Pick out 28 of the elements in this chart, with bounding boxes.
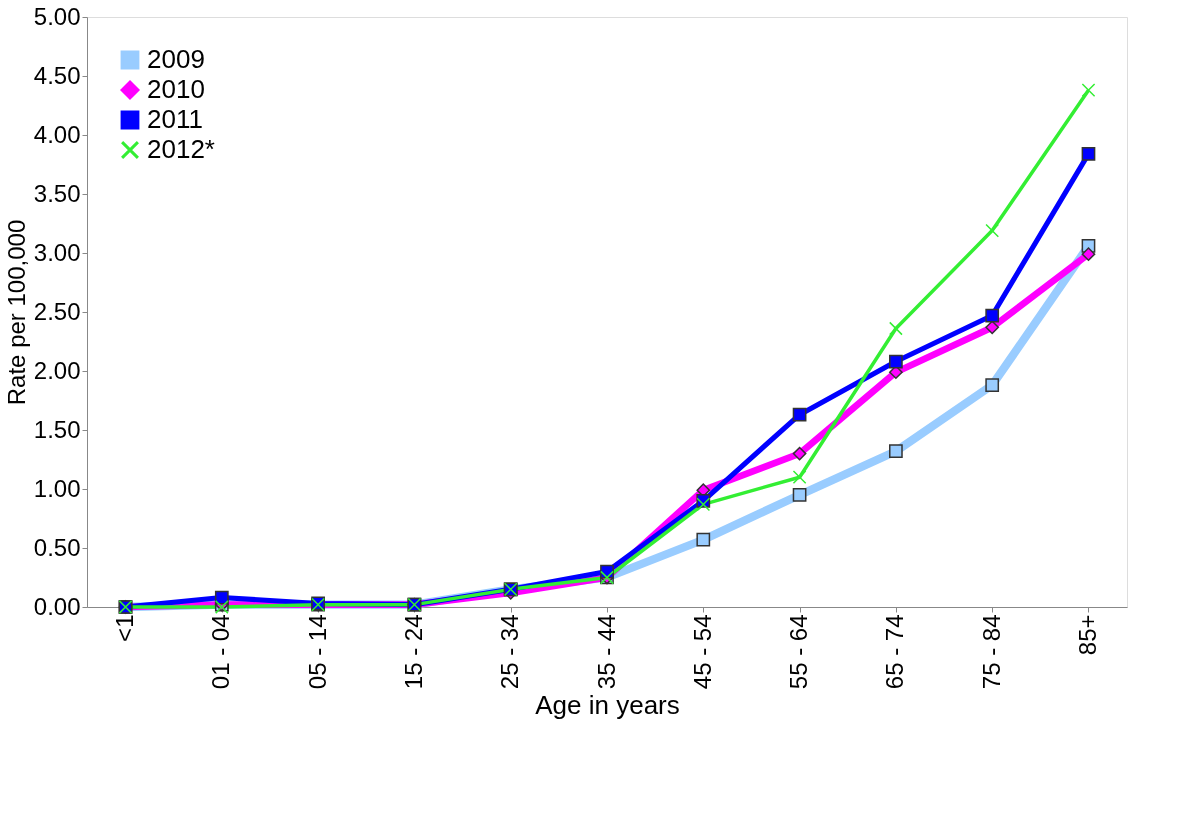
x-tick-label: 05 - 14 bbox=[303, 614, 331, 690]
y-tick-label: 3.00 bbox=[33, 238, 81, 266]
y-axis-title: Rate per 100,000 bbox=[2, 219, 30, 406]
x-tick-label: 85+ bbox=[1073, 614, 1101, 656]
legend-label: 2009 bbox=[147, 44, 205, 74]
y-tick-label: 4.50 bbox=[33, 61, 81, 89]
y-tick-label: 0.00 bbox=[33, 592, 81, 620]
x-axis-title: Age in years bbox=[535, 690, 680, 721]
y-tick-label: 1.50 bbox=[33, 415, 81, 443]
x-tick-label: 01 - 04 bbox=[207, 614, 235, 690]
y-tick-label: 2.50 bbox=[33, 297, 81, 325]
x-tick-label: <1 bbox=[111, 614, 139, 642]
x-tick-label: 35 - 44 bbox=[592, 614, 620, 690]
x-tick-label: 15 - 24 bbox=[399, 614, 427, 690]
y-tick-label: 3.50 bbox=[33, 179, 81, 207]
x-tick-label: 55 - 64 bbox=[785, 614, 813, 690]
legend-label: 2012* bbox=[147, 134, 215, 164]
x-tick-label: 65 - 74 bbox=[881, 614, 909, 690]
y-tick-label: 4.00 bbox=[33, 120, 81, 148]
y-tick-label: 0.50 bbox=[33, 533, 81, 561]
y-tick-label: 1.00 bbox=[33, 474, 81, 502]
x-tick-label: 45 - 54 bbox=[688, 614, 716, 690]
x-tick-label: 75 - 84 bbox=[977, 614, 1005, 690]
y-tick-label: 5.00 bbox=[33, 2, 81, 30]
y-tick-label: 2.00 bbox=[33, 356, 81, 384]
legend-label: 2010 bbox=[147, 74, 205, 104]
legend-label: 2011 bbox=[147, 104, 203, 134]
x-tick-label: 25 - 34 bbox=[496, 614, 524, 690]
